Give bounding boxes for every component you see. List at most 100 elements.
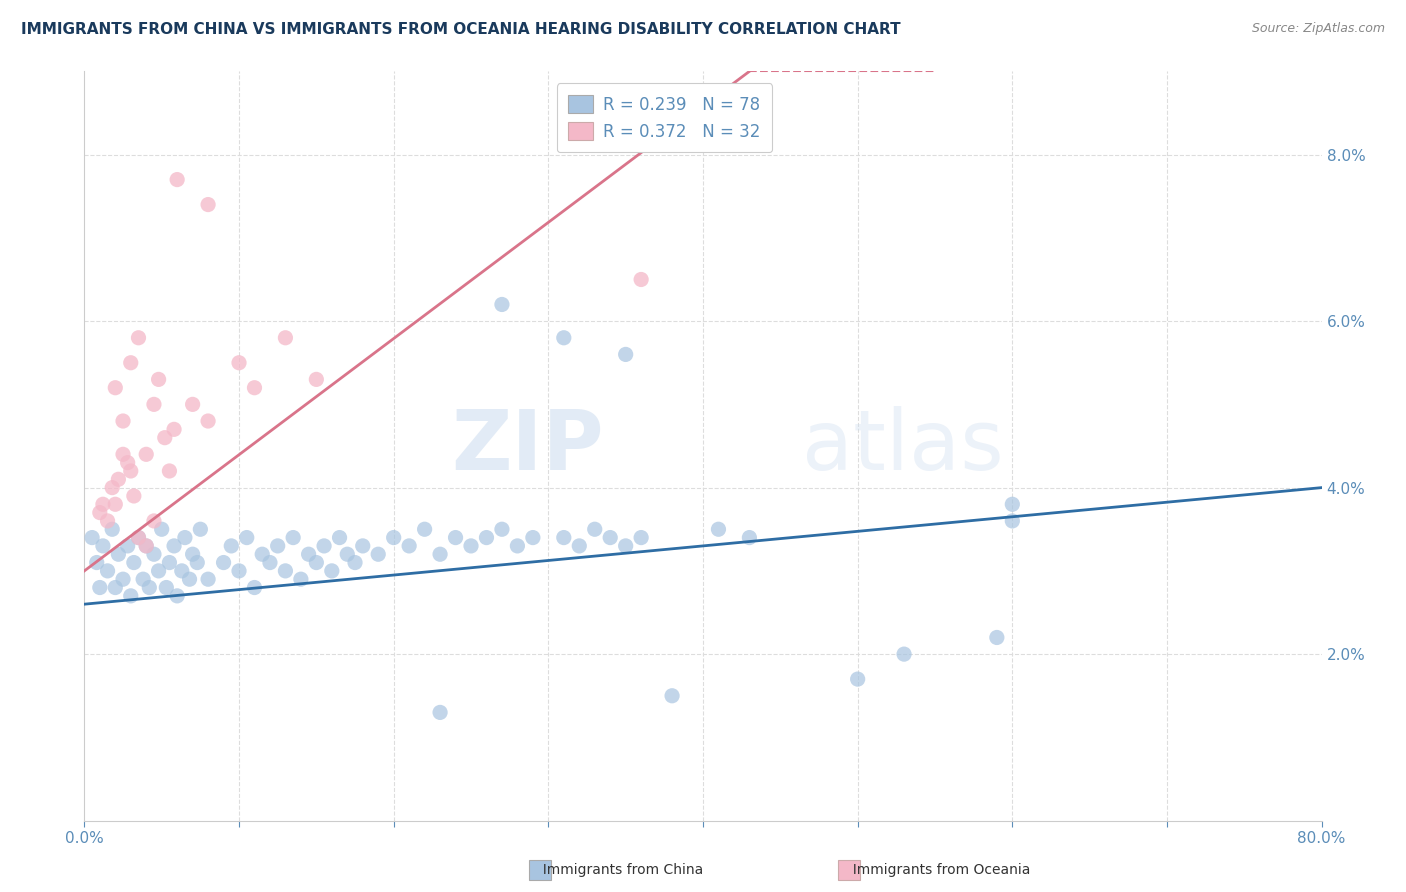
Point <box>553 531 575 545</box>
Point <box>174 531 197 545</box>
Point <box>112 572 135 586</box>
Point <box>661 689 683 703</box>
Point <box>614 539 637 553</box>
Point <box>382 531 405 545</box>
Point <box>120 589 142 603</box>
Point <box>219 539 242 553</box>
Point <box>228 564 250 578</box>
Point <box>170 564 193 578</box>
Point <box>290 572 312 586</box>
Point <box>127 531 149 545</box>
Point <box>153 431 176 445</box>
Point <box>104 497 127 511</box>
Point <box>267 539 290 553</box>
Bar <box>838 860 860 880</box>
Point <box>179 572 201 586</box>
Point <box>568 539 591 553</box>
Point <box>135 539 157 553</box>
Point <box>599 531 621 545</box>
Point <box>148 372 170 386</box>
Point <box>120 464 142 478</box>
Point <box>738 531 761 545</box>
Point <box>159 556 180 570</box>
Point <box>143 397 166 411</box>
Point <box>429 706 451 720</box>
Legend: R = 0.239   N = 78, R = 0.372   N = 32: R = 0.239 N = 78, R = 0.372 N = 32 <box>557 84 772 153</box>
Point <box>186 556 208 570</box>
Point <box>86 556 108 570</box>
Point <box>343 556 366 570</box>
Point <box>630 272 652 286</box>
Point <box>188 522 211 536</box>
Point <box>101 522 124 536</box>
Point <box>135 447 157 461</box>
Point <box>429 547 451 561</box>
Point <box>138 581 160 595</box>
Point <box>89 506 111 520</box>
Point <box>148 564 170 578</box>
Point <box>181 547 204 561</box>
Point <box>491 522 513 536</box>
Point <box>117 539 139 553</box>
Point <box>235 531 259 545</box>
Point <box>986 631 1008 645</box>
Point <box>155 581 177 595</box>
Point <box>305 556 328 570</box>
Point <box>305 372 328 386</box>
Point <box>163 422 186 436</box>
Point <box>96 514 118 528</box>
Point <box>101 481 124 495</box>
Point <box>243 381 266 395</box>
Point <box>444 531 467 545</box>
Point <box>135 539 157 553</box>
Point <box>197 197 219 211</box>
Point <box>127 331 149 345</box>
Point <box>1001 514 1024 528</box>
Point <box>228 356 250 370</box>
Point <box>259 556 281 570</box>
Point <box>112 447 135 461</box>
Point <box>352 539 374 553</box>
Text: ZIP: ZIP <box>451 406 605 486</box>
Point <box>522 531 544 545</box>
Point <box>274 564 297 578</box>
Point <box>112 414 135 428</box>
Point <box>297 547 319 561</box>
Point <box>367 547 389 561</box>
Point <box>460 539 482 553</box>
Point <box>197 414 219 428</box>
Point <box>630 531 652 545</box>
Point <box>475 531 498 545</box>
Point <box>398 539 420 553</box>
Point <box>166 589 188 603</box>
Point <box>127 531 149 545</box>
Point <box>107 547 129 561</box>
Point <box>159 464 180 478</box>
Text: Source: ZipAtlas.com: Source: ZipAtlas.com <box>1251 22 1385 36</box>
Point <box>583 522 606 536</box>
Point <box>553 331 575 345</box>
Point <box>1001 497 1024 511</box>
Text: Immigrants from China: Immigrants from China <box>534 863 703 877</box>
Point <box>150 522 173 536</box>
Point <box>82 531 104 545</box>
Point <box>336 547 359 561</box>
Point <box>181 397 204 411</box>
Point <box>117 456 139 470</box>
Point <box>506 539 529 553</box>
Point <box>893 647 915 661</box>
Point <box>163 539 186 553</box>
Point <box>328 531 352 545</box>
Point <box>491 297 513 311</box>
Point <box>89 581 111 595</box>
Point <box>91 497 114 511</box>
Point <box>243 581 266 595</box>
Text: Immigrants from Oceania: Immigrants from Oceania <box>844 863 1031 877</box>
Point <box>413 522 436 536</box>
Point <box>143 547 166 561</box>
Point <box>707 522 730 536</box>
Point <box>166 172 188 186</box>
Point <box>312 539 335 553</box>
Point <box>197 572 219 586</box>
Point <box>250 547 273 561</box>
